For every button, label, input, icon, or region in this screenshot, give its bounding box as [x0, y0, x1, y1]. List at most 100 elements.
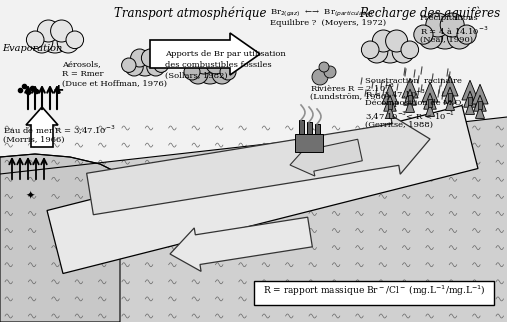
Polygon shape — [476, 106, 485, 118]
Bar — [408, 95, 412, 102]
Circle shape — [184, 64, 200, 80]
FancyArrow shape — [87, 115, 430, 215]
Text: Aérosols,: Aérosols, — [62, 60, 101, 68]
Circle shape — [414, 25, 433, 44]
Circle shape — [147, 58, 165, 76]
Circle shape — [206, 54, 226, 74]
Text: Soustraction  racinaire: Soustraction racinaire — [365, 77, 462, 85]
Circle shape — [324, 66, 336, 78]
Polygon shape — [425, 104, 434, 116]
Polygon shape — [406, 100, 415, 112]
Circle shape — [312, 69, 328, 85]
Text: Apports de Br par utilisation: Apports de Br par utilisation — [165, 50, 286, 58]
Circle shape — [188, 64, 208, 84]
Circle shape — [31, 31, 53, 53]
Circle shape — [154, 58, 168, 72]
FancyArrow shape — [150, 33, 260, 75]
Circle shape — [196, 56, 224, 84]
Text: ✦: ✦ — [25, 191, 34, 201]
Circle shape — [51, 20, 73, 42]
FancyArrow shape — [290, 139, 363, 176]
Bar — [295, 134, 323, 152]
Polygon shape — [384, 95, 396, 111]
Polygon shape — [424, 93, 437, 109]
Text: Evaporation: Evaporation — [2, 44, 62, 53]
Circle shape — [426, 13, 450, 37]
Polygon shape — [385, 106, 394, 118]
Text: (Neal, 1990): (Neal, 1990) — [420, 36, 473, 44]
Text: Précipitations: Précipitations — [420, 14, 479, 22]
Polygon shape — [402, 78, 418, 98]
Text: (Sollars, 1982): (Sollars, 1982) — [165, 72, 228, 80]
Text: Transport atmosphérique: Transport atmosphérique — [114, 6, 266, 20]
Circle shape — [57, 31, 79, 53]
Text: R = 4 à 14.10$^{-3}$: R = 4 à 14.10$^{-3}$ — [420, 25, 489, 37]
Bar — [299, 120, 304, 134]
Polygon shape — [382, 84, 398, 104]
Polygon shape — [474, 95, 486, 111]
FancyArrow shape — [26, 107, 58, 147]
Circle shape — [392, 41, 414, 63]
Bar — [468, 97, 472, 105]
Bar — [478, 101, 482, 109]
Circle shape — [319, 62, 329, 72]
Text: (Gerritse, 1988): (Gerritse, 1988) — [365, 121, 433, 129]
Circle shape — [122, 58, 136, 72]
FancyArrow shape — [170, 217, 312, 271]
FancyBboxPatch shape — [254, 281, 494, 305]
Circle shape — [428, 15, 462, 49]
Bar — [448, 93, 452, 100]
Polygon shape — [462, 80, 478, 100]
Circle shape — [401, 41, 419, 59]
Text: (Lundström, 1986): (Lundström, 1986) — [310, 93, 389, 101]
Circle shape — [38, 20, 59, 42]
Text: +: + — [52, 83, 64, 97]
Circle shape — [440, 13, 464, 37]
Text: Recharge des aquifères: Recharge des aquifères — [359, 6, 500, 20]
Circle shape — [373, 30, 394, 52]
Text: Equilibre ?  (Moyers, 1972): Equilibre ? (Moyers, 1972) — [270, 19, 386, 27]
Polygon shape — [465, 102, 475, 114]
Circle shape — [40, 22, 70, 53]
Polygon shape — [442, 76, 458, 96]
Bar — [315, 124, 320, 134]
Circle shape — [66, 31, 84, 49]
Bar — [307, 122, 312, 134]
Circle shape — [375, 32, 406, 63]
Bar — [388, 101, 392, 109]
Bar — [428, 99, 432, 107]
Polygon shape — [464, 91, 476, 107]
Circle shape — [366, 41, 388, 63]
Text: (Duce et Hoffman, 1976): (Duce et Hoffman, 1976) — [62, 80, 167, 88]
Text: (Morris, 1966): (Morris, 1966) — [3, 136, 64, 144]
Circle shape — [386, 30, 408, 52]
Circle shape — [125, 58, 143, 76]
Text: Décomposition de M.O.: Décomposition de M.O. — [365, 99, 463, 107]
Polygon shape — [444, 87, 456, 103]
Text: des combustibles fossiles: des combustibles fossiles — [165, 61, 272, 69]
Circle shape — [419, 25, 443, 49]
Circle shape — [220, 64, 236, 80]
Circle shape — [141, 49, 159, 67]
Circle shape — [361, 41, 379, 59]
Polygon shape — [0, 117, 507, 322]
Polygon shape — [472, 84, 488, 104]
Circle shape — [194, 54, 214, 74]
Polygon shape — [422, 82, 438, 102]
Polygon shape — [446, 98, 454, 110]
Circle shape — [131, 49, 149, 67]
Circle shape — [132, 51, 158, 76]
Text: R = rapport massique Br$^-$/Cl$^-$ (mg.L$^{-1}$/mg.L$^{-1}$): R = rapport massique Br$^-$/Cl$^-$ (mg.L… — [263, 284, 485, 298]
Circle shape — [447, 25, 472, 49]
Text: 3,47.10$^{-3}$< R < 10$^{-1}$: 3,47.10$^{-3}$< R < 10$^{-1}$ — [365, 110, 455, 123]
Polygon shape — [0, 154, 120, 322]
Text: R = Rmer: R = Rmer — [62, 70, 103, 78]
Circle shape — [26, 31, 44, 49]
Text: R < 3,47.10$^{-3}$: R < 3,47.10$^{-3}$ — [365, 88, 426, 101]
Polygon shape — [404, 89, 416, 105]
Text: Eau de mer R = 3,47.10$^{-3}$: Eau de mer R = 3,47.10$^{-3}$ — [3, 124, 116, 137]
Text: Rivières R = 2.10$^{-3}$: Rivières R = 2.10$^{-3}$ — [310, 82, 395, 94]
Text: Br$_{2(gaz)}$  ←→  Br$_{(particulaire)}$: Br$_{2(gaz)}$ ←→ Br$_{(particulaire)}$ — [270, 8, 374, 19]
Polygon shape — [47, 106, 478, 273]
Circle shape — [212, 64, 232, 84]
